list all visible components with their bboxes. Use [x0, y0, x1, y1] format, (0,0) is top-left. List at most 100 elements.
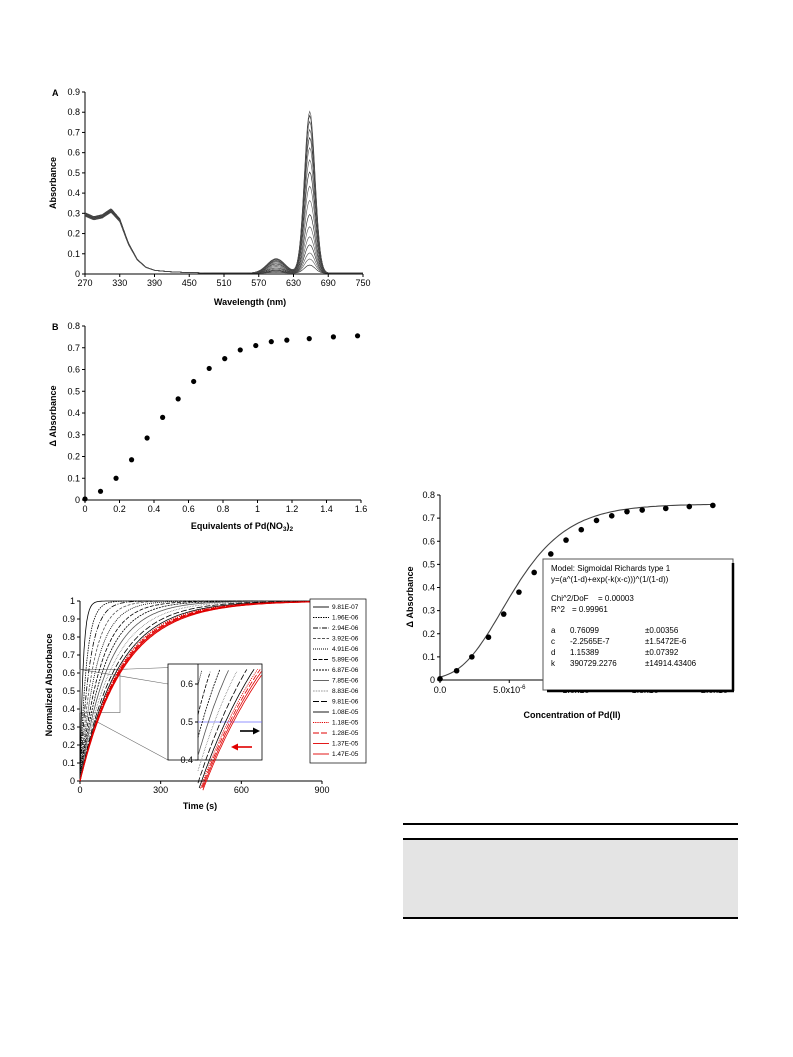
data-point — [608, 513, 615, 519]
y-tick-label: 0.2 — [422, 629, 435, 639]
data-point — [97, 488, 104, 494]
legend-entry: 2.94E-06 — [332, 625, 359, 632]
table-top-rule — [403, 823, 738, 825]
x-tick-label: 450 — [182, 278, 197, 288]
param-error: ±14914.43406 — [645, 659, 697, 668]
chi-value: = 0.00003 — [598, 594, 634, 603]
x-tick-label: 0.0 — [434, 685, 447, 695]
legend-entry: 7.85E-06 — [332, 678, 359, 685]
param-value: 390729.2276 — [570, 659, 617, 668]
y-tick-label: 0.5 — [62, 686, 75, 696]
x-tick-label: 0 — [82, 504, 87, 514]
x-axis-label: Wavelength (nm) — [214, 297, 286, 307]
inset-curve — [197, 669, 248, 784]
legend-entry: 6.87E-06 — [332, 667, 359, 674]
param-error: ±0.00356 — [645, 626, 679, 635]
y-tick-label: 0.6 — [62, 668, 75, 678]
inset-curve — [197, 669, 221, 738]
kinetic-curve — [79, 601, 322, 782]
x-tick-label: 390 — [147, 278, 162, 288]
y-tick-label: 0 — [70, 776, 75, 786]
param-value: 0.76099 — [570, 626, 599, 635]
param-name: a — [551, 626, 556, 635]
legend-entry: 4.91E-06 — [332, 646, 359, 653]
y-tick-label: 0.4 — [67, 188, 80, 198]
param-name: d — [551, 648, 555, 657]
chi-label: Chi^2/DoF — [551, 594, 589, 603]
fit-equation: y=(a^(1-d)+exp(-k(x-c)))^(1/(1-d)) — [551, 575, 669, 584]
y-tick-label: 0.2 — [62, 740, 75, 750]
data-point — [284, 337, 290, 343]
table-header-rule — [403, 838, 738, 840]
inset-curve — [202, 671, 262, 788]
y-tick-label: 0.9 — [62, 614, 75, 624]
data-point — [144, 435, 150, 441]
figure-panel-c: 0 300 600 90000.10.20.30.40.50.60.70.80.91 … — [44, 596, 367, 811]
y-tick-label: 0.1 — [62, 758, 75, 768]
y-tick-label: 0.3 — [422, 606, 435, 616]
y-tick-label: 0.4 — [62, 704, 75, 714]
y-tick-label: 0.8 — [67, 321, 80, 331]
x-tick-label: 270 — [77, 278, 92, 288]
x-tick-label: 1.2 — [286, 504, 299, 514]
param-value: -2.2565E-7 — [570, 637, 610, 646]
y-tick-label: 0.7 — [67, 343, 80, 353]
data-point — [469, 654, 475, 660]
y-tick-label: 0.7 — [62, 650, 75, 660]
data-point — [485, 634, 492, 641]
y-tick-label: 0.9 — [67, 87, 80, 97]
y-tick-label: 0.4 — [422, 583, 435, 593]
panel-label-a: A — [52, 88, 59, 98]
x-axis-label: Equivalents of Pd(NO3)2 — [191, 521, 294, 533]
data-point — [578, 526, 585, 533]
kinetic-curve — [79, 600, 322, 782]
data-point — [639, 507, 646, 513]
data-point — [206, 365, 212, 372]
data-point — [113, 475, 119, 481]
figure-panel-b: B 0 0.2 0.4 0.6 0.8 1 1.2 1.4 1.6 0 0.1 0.2 0.3 0.4 0.… — [48, 321, 367, 533]
data-point — [128, 457, 135, 463]
data-point — [624, 508, 630, 515]
data-point — [253, 342, 259, 349]
x-tick-label: 750 — [355, 278, 370, 288]
x-tick-label: 0.6 — [182, 504, 195, 514]
y-tick-label: 0.3 — [67, 208, 80, 218]
inset-tick-label: 0.6 — [180, 679, 193, 689]
y-tick-label: 0.8 — [67, 107, 80, 117]
x-tick-label: 1 — [255, 504, 260, 514]
table-body-shading — [403, 839, 738, 917]
legend-entry: 1.47E-05 — [332, 751, 359, 758]
y-tick-label: 0.6 — [67, 148, 80, 158]
y-tick-label: 0.3 — [67, 430, 80, 440]
y-axis-label: Normalized Absorbance — [44, 634, 54, 737]
inset-curve — [202, 675, 262, 791]
y-tick-label: 0.7 — [422, 513, 435, 523]
inset-tick-label: 0.4 — [180, 755, 193, 765]
y-tick-label: 0.8 — [422, 490, 435, 500]
data-point — [548, 551, 554, 557]
x-tick-label: 0.2 — [113, 504, 126, 514]
data-point — [268, 339, 274, 345]
fit-model-name: Model: Sigmoidal Richards type 1 — [551, 564, 671, 573]
y-tick-label: 0 — [430, 675, 435, 685]
param-value: 1.15389 — [570, 648, 599, 657]
y-tick-label: 0.4 — [67, 408, 80, 418]
data-point — [516, 589, 522, 595]
inset-curve — [200, 668, 259, 789]
data-point — [500, 611, 507, 617]
legend-entry: 1.28E-05 — [332, 730, 359, 737]
x-axis-label: Concentration of Pd(II) — [524, 710, 621, 720]
x-tick-label: 900 — [314, 785, 329, 795]
x-tick-mantissa: 0.0 — [434, 685, 447, 695]
x-tick-label: 570 — [251, 278, 266, 288]
x-tick-label: 330 — [112, 278, 127, 288]
figure-panel-a: A 270 330 390 450 510 570 630 690 750 0 0.1 0.2 0.3 0… — [48, 87, 371, 307]
y-axis-label: Δ Absorbance — [48, 386, 58, 447]
inset-frame — [167, 663, 263, 761]
y-tick-label: 0.2 — [67, 229, 80, 239]
x-axis-label: Time (s) — [183, 801, 217, 811]
legend-entry: 9.81E-07 — [332, 604, 359, 611]
data-point — [662, 505, 669, 512]
legend-entry: 1.08E-05 — [332, 709, 359, 716]
data-point — [531, 569, 537, 576]
